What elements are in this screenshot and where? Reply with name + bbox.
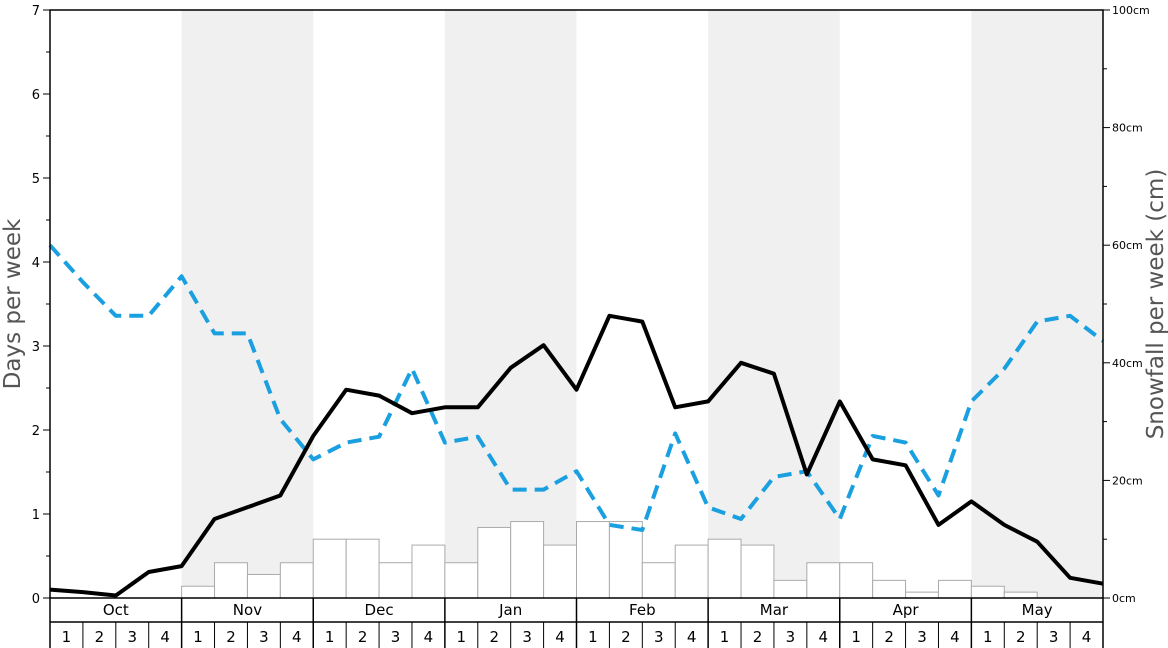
day-lines — [48, 243, 1105, 598]
left-tick-label: 5 — [32, 172, 40, 187]
snowfall-bar — [641, 562, 676, 599]
snowfall-bar — [279, 562, 314, 599]
week-label: 4 — [1082, 628, 1092, 646]
month-label: Apr — [893, 601, 920, 619]
week-label: 4 — [687, 628, 697, 646]
right-tick-label: 80cm — [1112, 122, 1143, 135]
week-label: 3 — [917, 628, 927, 646]
right-tick-label: 0cm — [1112, 592, 1136, 605]
week-label: 1 — [983, 628, 993, 646]
snowfall-bar — [1003, 591, 1038, 599]
month-shading — [181, 10, 1103, 598]
snowfall-bar — [477, 526, 512, 599]
right-tick-label: 60cm — [1112, 239, 1143, 252]
month-label: Dec — [365, 601, 394, 619]
snowfall-bar — [411, 544, 446, 599]
week-label: 2 — [358, 628, 368, 646]
snowfall-bar — [214, 562, 248, 599]
week-label: 3 — [522, 628, 532, 646]
week-label: 3 — [391, 628, 401, 646]
shade-jan — [444, 10, 577, 598]
month-label: Jan — [498, 601, 522, 619]
snowfall-bar — [806, 562, 841, 599]
week-label: 4 — [160, 628, 170, 646]
month-label: Feb — [629, 601, 656, 619]
week-label: 3 — [1049, 628, 1059, 646]
week-label: 2 — [884, 628, 894, 646]
week-label: 1 — [720, 628, 730, 646]
week-label: 4 — [424, 628, 434, 646]
snowfall-bar — [740, 544, 775, 599]
snowfall-bars — [181, 521, 1038, 599]
snowfall-bar — [773, 579, 808, 599]
month-label: Mar — [760, 601, 789, 619]
x-axis: Oct 1 2 3 4 Nov 1 2 3 4 Dec 1 2 3 4 Jan 1 2 3 4 Feb 1 2 3 4 Mar 1 2… — [49, 598, 1104, 648]
week-label: 4 — [292, 628, 302, 646]
left-tick-label: 3 — [32, 340, 40, 355]
week-label: 1 — [193, 628, 203, 646]
week-label: 1 — [325, 628, 335, 646]
week-label: 4 — [819, 628, 829, 646]
week-label: 2 — [1016, 628, 1026, 646]
right-tick-label: 20cm — [1112, 474, 1143, 487]
snowfall-bar — [378, 562, 413, 599]
snowfall-bar — [905, 591, 939, 599]
week-label: 2 — [621, 628, 631, 646]
left-tick-label: 2 — [32, 424, 40, 439]
week-label: 2 — [489, 628, 499, 646]
week-label: 1 — [62, 628, 72, 646]
week-label: 1 — [457, 628, 467, 646]
left-axis: 0 1 2 3 4 5 6 7 — [32, 4, 50, 607]
snowfall-bar — [345, 538, 380, 599]
snowfall-bar — [674, 544, 709, 599]
snowfall-bar — [510, 521, 545, 599]
shade-nov — [181, 10, 314, 598]
week-label: 1 — [851, 628, 861, 646]
week-label: 3 — [127, 628, 137, 646]
snowfall-bar — [543, 544, 577, 599]
left-tick-label: 1 — [32, 508, 40, 523]
snowfall-bar — [576, 521, 610, 599]
dashed-days-line — [48, 243, 1105, 532]
snowfall-bar — [181, 585, 216, 599]
right-tick-label: 40cm — [1112, 357, 1143, 370]
week-label: 2 — [95, 628, 105, 646]
right-axis: 0cm 20cm 40cm 60cm 80cm 100cm — [1103, 4, 1150, 605]
week-label: 2 — [226, 628, 236, 646]
week-label: 3 — [786, 628, 796, 646]
right-tick-label: 100cm — [1112, 4, 1150, 17]
month-label: May — [1022, 601, 1053, 619]
left-tick-label: 7 — [32, 4, 40, 19]
snowfall-bar — [872, 579, 907, 599]
week-label: 2 — [753, 628, 763, 646]
week-label: 4 — [555, 628, 565, 646]
left-tick-label: 4 — [32, 256, 40, 271]
snowfall-bar — [970, 585, 1005, 599]
solid-days-line — [49, 313, 1104, 598]
left-tick-label: 0 — [32, 592, 40, 607]
week-label: 4 — [950, 628, 960, 646]
snowfall-bar — [937, 579, 972, 599]
snowfall-bar — [444, 562, 479, 599]
shade-may — [971, 10, 1103, 598]
left-tick-label: 6 — [32, 88, 40, 103]
y-right-title: Snowfall per week (cm) — [1143, 169, 1168, 440]
snowfall-bar — [246, 573, 281, 599]
week-label: 3 — [654, 628, 664, 646]
week-label: 3 — [259, 628, 269, 646]
month-label: Oct — [103, 601, 129, 619]
snowfall-bar — [312, 538, 347, 599]
snowfall-bar — [839, 562, 874, 599]
month-label: Nov — [233, 601, 262, 619]
week-label: 1 — [588, 628, 598, 646]
snowfall-bar — [608, 521, 643, 599]
shade-mar — [708, 10, 840, 598]
y-left-title: Days per week — [0, 218, 26, 389]
snowfall-bar — [707, 538, 742, 599]
